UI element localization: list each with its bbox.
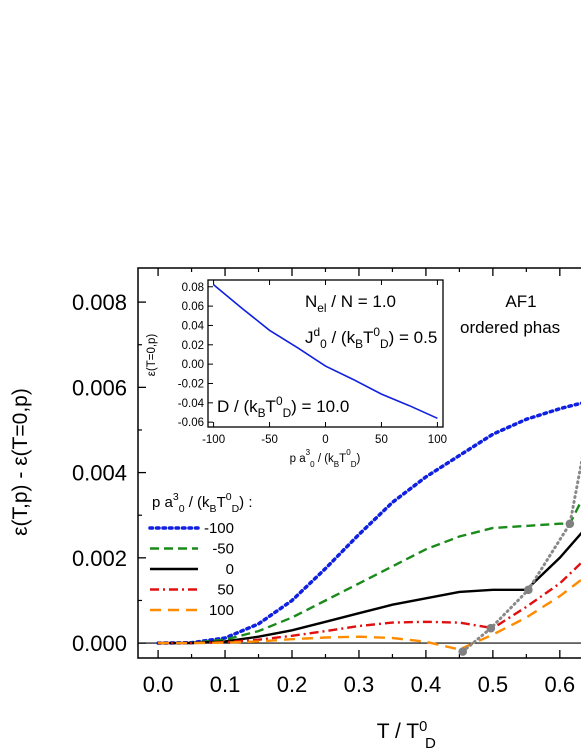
transition-point	[486, 623, 496, 633]
y-tick-label: 0.008	[72, 290, 127, 315]
x-tick-label: 0.3	[344, 672, 375, 697]
inset-y-tick-label: -0.06	[178, 417, 204, 429]
annotation-d-part: 0	[276, 394, 283, 408]
annotation-nel-part: N	[305, 292, 317, 311]
inset-x-tick-label: 100	[428, 434, 447, 446]
legend-title-part: D	[232, 503, 240, 515]
annotation-d-part: B	[258, 406, 266, 420]
x-axis-title-part: 0	[419, 719, 427, 735]
annotation-j-part: d	[314, 325, 321, 339]
annotation-nel-part: el	[317, 301, 326, 315]
legend-title-part: ) :	[239, 494, 252, 511]
x-tick-label: 0.1	[210, 672, 241, 697]
x-tick-label: 0.2	[277, 672, 308, 697]
x-tick-label: 0.5	[478, 672, 509, 697]
legend-title-part: p a	[152, 494, 174, 511]
legend-label-50: 50	[217, 582, 234, 599]
x-axis-title: T / T0	[377, 719, 428, 743]
inset-x-axis-title-part: 0	[310, 460, 315, 469]
y-tick-label: 0.000	[72, 631, 127, 656]
annotation-j-part: 0	[320, 337, 327, 351]
transition-points	[458, 457, 581, 656]
series-line-50	[158, 561, 581, 645]
inset-x-tick-label: 0	[322, 434, 328, 446]
inset-y-tick-label: 0.06	[182, 301, 204, 313]
y-axis-title: ε(T,p) - ε(T=0,p)	[9, 388, 32, 536]
inset-y-tick-label: 0.08	[182, 282, 204, 294]
inset-y-tick-label: 0.02	[182, 340, 204, 352]
annotation-d-part: D / (k	[217, 397, 258, 416]
legend-title-part: 0	[226, 491, 232, 503]
legend-title-part: B	[210, 503, 217, 515]
inset-y-tick-label: -0.04	[178, 398, 205, 410]
series-line--100	[156, 401, 581, 645]
series-line-0	[158, 531, 581, 645]
x-tick-label: 0.6	[545, 672, 576, 697]
inset-x-axis-title-part: p a	[290, 453, 307, 465]
annotation-d-part: D	[283, 406, 292, 420]
inset-x-axis-title-part: 0	[346, 448, 351, 457]
annotation-d: D / (kBT0D) = 10.0	[217, 394, 349, 420]
inset-x-axis-title-part: 3	[306, 448, 311, 457]
main-series-group	[156, 401, 581, 651]
annotation-j-part: ) = 0.5	[389, 328, 438, 347]
annotation-j: Jd0 / (kBT0D) = 0.5	[305, 325, 437, 351]
legend-label--100: -100	[204, 520, 234, 537]
inset-plot: -100 -50 0 50 100 0.08 0.06 0.04 0.02 0.00 -0.02 -0…	[146, 279, 447, 469]
main-frame	[137, 267, 581, 659]
annotation-j-part: B	[355, 337, 363, 351]
inset-x-axis-title-part: D	[351, 460, 357, 469]
legend-title-part: 0	[179, 503, 185, 515]
annotation-j-part: J	[305, 328, 314, 347]
inset-line	[213, 284, 438, 420]
series-line--50	[158, 498, 581, 645]
y-tick-label: 0.004	[72, 461, 127, 486]
y-tick-label: 0.006	[72, 375, 127, 400]
x-axis-title-part: T / T	[377, 720, 420, 743]
inset-y-tick-label: 0.04	[182, 320, 205, 332]
x-axis-title-sub: D	[425, 735, 436, 752]
inset-x-axis-title-part: B	[334, 460, 339, 469]
annotation-nel: Nel / N = 1.0	[305, 292, 396, 315]
inset-x-axis-title: p a30 / (kBT0D)	[290, 448, 361, 469]
annotation-d-part: T	[266, 397, 276, 416]
inset-x-axis-title-part: / (k	[315, 453, 334, 465]
transition-point	[524, 585, 533, 595]
annotation-j-part: 0	[373, 325, 380, 339]
phase-label-2: ordered phas	[460, 318, 560, 337]
legend-title-part: T	[217, 494, 226, 511]
inset-x-axis-title-part: )	[357, 453, 361, 465]
inset-y-tick-label: -0.02	[178, 378, 204, 390]
inset-y-tick-label: 0.00	[182, 359, 204, 371]
legend-label-0: 0	[226, 561, 234, 578]
annotation-j-part: T	[363, 328, 373, 347]
main-axes: 0.00.10.20.30.40.50.600.0000.0020.0040.0…	[9, 267, 581, 752]
legend-label-100: 100	[209, 602, 234, 619]
legend-title-part: 3	[173, 491, 179, 503]
legend-label--50: -50	[212, 541, 234, 558]
y-tick-label: 0.002	[72, 546, 127, 571]
series-line-100	[158, 578, 581, 651]
phase-label-1: AF1	[505, 292, 536, 311]
transition-point	[565, 519, 575, 529]
inset-x-tick-label: -50	[261, 434, 278, 446]
inset-y-axis-title: ε(T=0,p)	[146, 334, 158, 377]
legend-title-part: / (k	[185, 494, 210, 511]
annotation-j-part: D	[380, 337, 389, 351]
annotation-j-part: / (k	[327, 328, 356, 347]
x-tick-label: 0.4	[411, 672, 442, 697]
annotation-d-part: ) = 10.0	[291, 397, 349, 416]
annotation-nel-part: / N = 1.0	[327, 292, 396, 311]
inset-frame	[207, 279, 444, 428]
inset-x-axis-title-part: T	[339, 453, 346, 465]
x-tick-label: 0.0	[143, 672, 174, 697]
inset-x-tick-label: 50	[375, 434, 388, 446]
inset-x-tick-label: -100	[202, 434, 225, 446]
transition-point	[458, 647, 468, 656]
legend-title: p a30 / (kBT0D) :	[152, 491, 253, 515]
transition-line	[461, 457, 581, 654]
